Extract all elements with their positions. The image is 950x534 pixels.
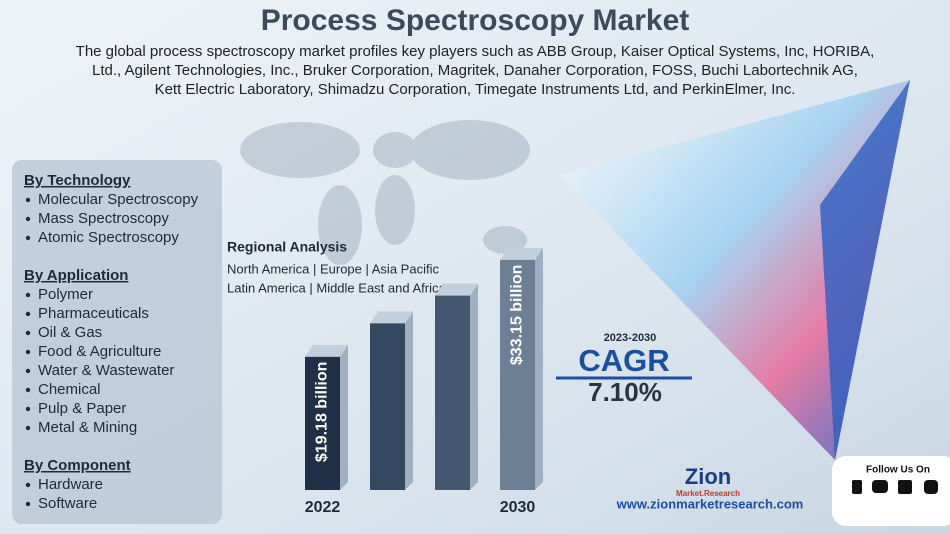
value-label: $33.15 billion	[509, 265, 526, 365]
bullet	[25, 311, 31, 317]
bullet	[25, 235, 31, 241]
logo-sub: Market.Research	[676, 489, 740, 498]
bullet	[25, 387, 31, 393]
segment-title: By Technology	[24, 172, 131, 189]
bullet	[25, 349, 31, 355]
bullet	[25, 406, 31, 412]
segment-item: Pulp & Paper	[38, 400, 126, 417]
segment-item: Molecular Spectroscopy	[38, 191, 199, 208]
bar	[305, 356, 340, 490]
logo: Zion	[685, 464, 731, 489]
title: Process Spectroscopy Market	[261, 4, 690, 37]
cagr-period: 2023-2030	[604, 332, 657, 344]
segment-item: Software	[38, 495, 97, 512]
bullet	[25, 482, 31, 488]
bar-top	[500, 247, 543, 260]
follow-label: Follow Us On	[866, 465, 930, 476]
social-box	[832, 456, 950, 526]
icon[interactable]	[872, 480, 888, 493]
x-tick-label: 2022	[305, 499, 341, 516]
bullet	[25, 501, 31, 507]
subtitle-line: Ltd., Agilent Technologies, Inc., Bruker…	[92, 62, 858, 79]
subtitle: The global process spectroscopy market p…	[76, 43, 875, 98]
bullet	[25, 292, 31, 298]
segment-item: Oil & Gas	[38, 324, 102, 341]
prism	[560, 80, 910, 460]
cagr-label: CAGR	[578, 343, 669, 378]
bar-top	[435, 283, 478, 296]
bar-top	[305, 344, 348, 357]
segment-item: Water & Wastewater	[38, 362, 174, 379]
segments: By Technology Molecular Spectroscopy Mass …	[24, 172, 199, 512]
bullet	[25, 216, 31, 222]
segment-item: Metal & Mining	[38, 419, 137, 436]
bar-side	[535, 247, 543, 490]
bar-side	[340, 344, 348, 490]
bar	[500, 259, 535, 490]
bullet	[25, 425, 31, 431]
subtitle-line: Kett Electric Laboratory, Shimadzu Corpo…	[155, 81, 796, 98]
regional-line: Latin America | Middle East and Africa	[227, 280, 446, 295]
social-icons	[852, 480, 938, 494]
regional-title: Regional Analysis	[227, 239, 347, 255]
bar-side	[470, 283, 478, 490]
segment-item: Atomic Spectroscopy	[38, 229, 179, 246]
bar-chart: $19.18 billion 2022 $33.15 billion 2030	[305, 247, 543, 516]
bar-top	[370, 311, 413, 324]
world-map	[240, 120, 530, 265]
segment-panel	[12, 160, 222, 524]
x-tick-label: 2030	[500, 499, 536, 516]
segment-item: Food & Agriculture	[38, 343, 161, 360]
icon[interactable]	[898, 480, 912, 494]
icon[interactable]	[924, 480, 938, 494]
segment-title: By Application	[24, 267, 128, 284]
segment-item: Mass Spectroscopy	[38, 210, 169, 227]
bar	[435, 295, 470, 490]
bullet	[25, 197, 31, 203]
website: www.zionmarketresearch.com	[616, 496, 804, 511]
bullet	[25, 368, 31, 374]
bullet	[25, 330, 31, 336]
segment-title: By Component	[24, 457, 131, 474]
segment-item: Pharmaceuticals	[38, 305, 149, 322]
value-label: $19.18 billion	[314, 362, 331, 462]
segment-item: Hardware	[38, 476, 103, 493]
bar	[370, 323, 405, 490]
regional-line: North America | Europe | Asia Pacific	[227, 261, 439, 276]
bar-side	[405, 311, 413, 490]
prism-face	[820, 80, 910, 460]
segment-item: Polymer	[38, 286, 93, 303]
segment-item: Chemical	[38, 381, 101, 398]
icon[interactable]	[852, 480, 862, 494]
subtitle-line: The global process spectroscopy market p…	[76, 43, 875, 60]
cagr-value: 7.10%	[588, 377, 662, 407]
